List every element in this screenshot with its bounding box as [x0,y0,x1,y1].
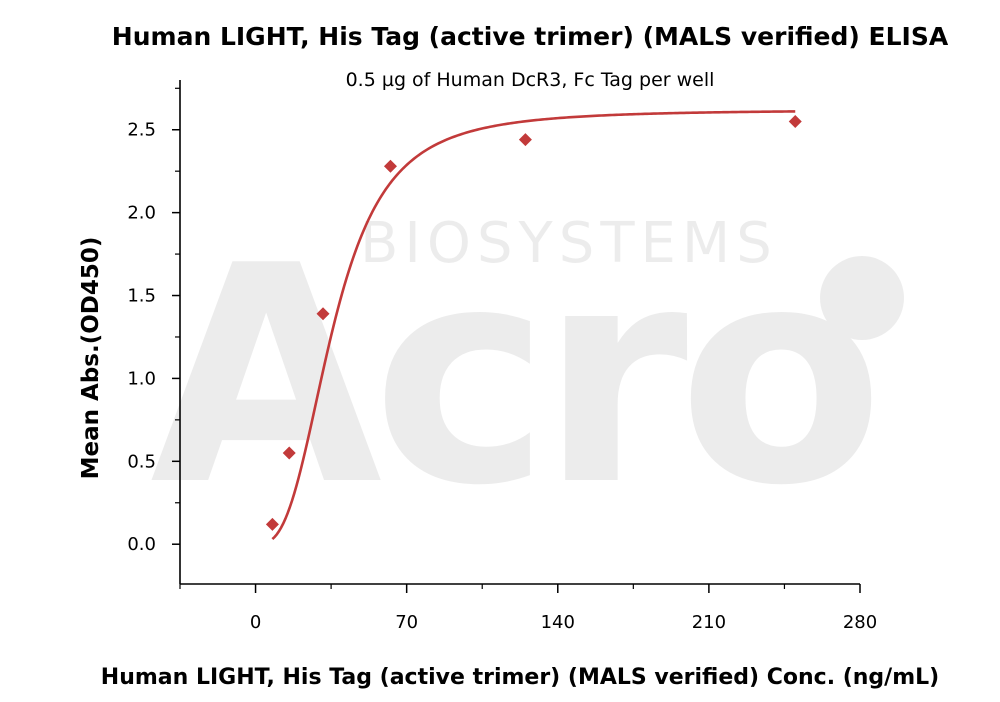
x-axis-title: Human LIGHT, His Tag (active trimer) (MA… [101,665,939,690]
y-tick-label: 0.5 [127,451,156,472]
watermark-logo-text: Acro [150,202,875,551]
y-tick-label: 2.5 [127,120,156,141]
data-point [316,307,330,321]
data-point [265,517,279,531]
y-tick-label: 1.0 [127,368,156,389]
x-tick-label: 0 [250,612,261,633]
watermark-subtext: BIOSYSTEMS [360,211,778,276]
watermark-dot [820,256,904,340]
x-tick-label: 70 [395,612,418,633]
data-point [282,446,296,460]
y-tick-label: 0.0 [127,534,156,555]
fit-curve-layer [271,110,796,541]
y-tick-label: 1.5 [127,286,156,307]
data-point [518,133,532,147]
axes: 0.0 0.5 1.0 1.5 2.0 2.5 0 70 140 210 280 [127,80,877,633]
x-tick-label: 140 [541,612,575,633]
chart-title: Human LIGHT, His Tag (active trimer) (MA… [112,22,949,51]
fit-curve [271,110,796,541]
data-points-layer [265,114,802,531]
watermark: Acro BIOSYSTEMS [150,202,904,551]
x-tick-label: 210 [692,612,726,633]
data-point [383,159,397,173]
x-tick-label: 280 [843,612,877,633]
y-tick-label: 2.0 [127,203,156,224]
data-point [788,114,802,128]
y-axis-title: Mean Abs.(OD450) [78,237,104,480]
chart-subtitle: 0.5 µg of Human DcR3, Fc Tag per well [346,69,715,91]
